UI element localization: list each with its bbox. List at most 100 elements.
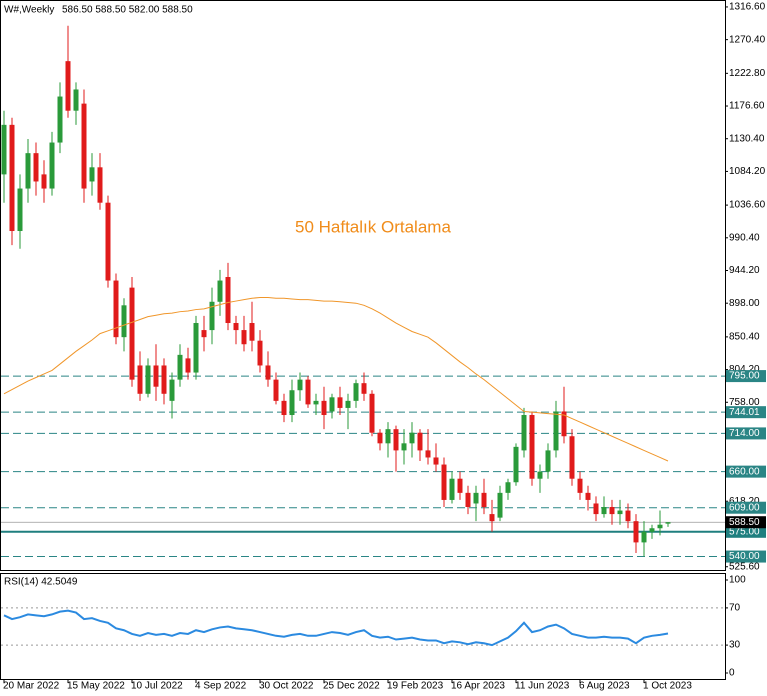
candle-body xyxy=(41,174,47,189)
candle-body xyxy=(537,471,543,479)
candle-body xyxy=(185,358,191,373)
candle-body xyxy=(249,323,255,341)
x-tick-label: 25 Dec 2022 xyxy=(323,681,380,692)
rsi-tick-label: 70 xyxy=(729,603,741,614)
candle-body xyxy=(625,510,631,522)
candle-body xyxy=(121,305,127,338)
y-tick-label: 1176.60 xyxy=(729,101,765,112)
y-tick-label: 758.00 xyxy=(729,397,760,408)
x-tick-label: 1 Oct 2023 xyxy=(643,681,692,692)
candle-body xyxy=(265,365,271,380)
candle-body xyxy=(81,103,87,189)
candle-body xyxy=(369,393,375,433)
y-tick-label: 804.20 xyxy=(729,364,760,375)
candle-body xyxy=(609,507,615,515)
candle-body xyxy=(33,153,39,182)
candle-body xyxy=(353,383,359,401)
level-line-label: 660.00 xyxy=(729,466,760,477)
candle-body xyxy=(361,383,367,394)
candle-body xyxy=(393,429,399,451)
candle-body xyxy=(241,330,247,345)
candle-body xyxy=(273,379,279,401)
support-line-label: 575.00 xyxy=(729,526,760,537)
level-line-box xyxy=(726,465,766,478)
candle-body xyxy=(289,390,295,416)
candle-body xyxy=(345,400,351,408)
level-line-box xyxy=(726,427,766,440)
support-line-box xyxy=(726,525,766,538)
candle-body xyxy=(425,450,431,458)
x-tick-label: 6 Aug 2023 xyxy=(579,681,630,692)
level-line-label: 609.00 xyxy=(729,502,760,513)
candle-body xyxy=(281,400,287,416)
level-line-box xyxy=(726,406,766,419)
candle-body xyxy=(193,323,199,373)
candle-body xyxy=(529,415,535,479)
candle-body xyxy=(129,287,135,380)
candle-body xyxy=(657,524,663,529)
candle-body xyxy=(25,153,31,189)
candle-body xyxy=(233,323,239,331)
candle-body xyxy=(649,528,655,532)
level-line-label: 795.00 xyxy=(729,371,760,382)
level-line-box xyxy=(726,501,766,514)
candle-body xyxy=(633,521,639,543)
candle-body xyxy=(553,411,559,451)
y-tick-label: 1222.80 xyxy=(729,68,766,79)
level-line-box xyxy=(726,550,766,563)
candle-body xyxy=(225,277,231,324)
candle-body xyxy=(385,429,391,444)
x-tick-label: 20 Mar 2022 xyxy=(3,681,60,692)
candle-body xyxy=(169,379,175,401)
level-line-label: 540.00 xyxy=(729,551,760,562)
ma-line xyxy=(3,297,669,462)
x-tick-label: 16 Apr 2023 xyxy=(451,681,505,692)
x-tick-label: 15 May 2022 xyxy=(67,681,125,692)
price-label: 588.50 xyxy=(729,517,760,528)
annotation: 50 Haftalık Ortalama xyxy=(295,217,451,236)
ohlc-label: 586.50 588.50 582.00 588.50 xyxy=(62,5,193,16)
candle-body xyxy=(617,510,623,515)
y-tick-label: 898.00 xyxy=(729,298,760,309)
candle-body xyxy=(521,415,527,451)
candle-body xyxy=(137,365,143,394)
candle-body xyxy=(481,492,487,508)
level-line-box xyxy=(726,370,766,383)
y-tick-label: 944.20 xyxy=(729,265,760,276)
candle-body xyxy=(305,379,311,405)
x-tick-label: 30 Oct 2022 xyxy=(259,681,314,692)
candle-body xyxy=(593,503,599,515)
price-frame xyxy=(0,0,726,571)
candle-body xyxy=(489,514,495,522)
candle-body xyxy=(441,464,447,500)
candle-body xyxy=(577,478,583,493)
level-line-label: 744.01 xyxy=(729,407,760,418)
candle-body xyxy=(665,522,671,524)
y-tick-label: 618.20 xyxy=(729,496,760,507)
x-tick-label: 11 Jun 2023 xyxy=(515,681,570,692)
candle-body xyxy=(57,96,63,143)
y-tick-label: 990.40 xyxy=(729,232,760,243)
candle-body xyxy=(17,188,23,232)
candle-body xyxy=(505,482,511,493)
candle-body xyxy=(329,397,335,412)
y-tick-label: 1270.40 xyxy=(729,34,766,45)
candle-body xyxy=(321,400,327,416)
candle-body xyxy=(257,340,263,366)
candle-body xyxy=(545,450,551,472)
candle-body xyxy=(377,432,383,444)
candle-body xyxy=(433,457,439,465)
level-line-label: 714.00 xyxy=(729,428,760,439)
candle-body xyxy=(337,397,343,408)
candle-body xyxy=(449,478,455,500)
candle-body xyxy=(49,142,55,189)
candle-body xyxy=(65,61,71,111)
y-tick-label: 525.60 xyxy=(729,561,760,572)
candle-body xyxy=(473,492,479,504)
y-tick-label: 1084.20 xyxy=(729,166,766,177)
candle-body xyxy=(561,411,567,437)
candle-body xyxy=(9,124,15,232)
candle-body xyxy=(209,301,215,331)
candle-body xyxy=(105,202,111,281)
